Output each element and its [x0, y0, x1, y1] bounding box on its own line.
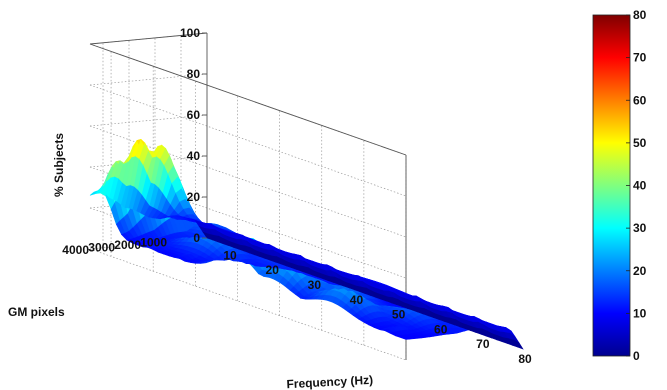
x-tick-label: 10	[223, 248, 237, 262]
z-tick-label: 40	[187, 149, 201, 163]
axes: 0 20 40 60 80 100 10 20 30 40 50 60 70 80 100020003000…	[62, 26, 532, 366]
colorbar-tick-label: 50	[633, 136, 647, 150]
colorbar-tick-label: 80	[633, 8, 647, 22]
colorbar-gradient	[592, 14, 631, 357]
z-tick-label: 0	[193, 231, 200, 245]
x-tick-label: 40	[350, 293, 364, 307]
x-tick-label: 60	[434, 322, 448, 336]
z-tick-label: 60	[187, 108, 201, 122]
colorbar-tick-label: 30	[633, 221, 647, 235]
frame-line	[89, 43, 407, 156]
colorbar-tick-label: 10	[633, 306, 647, 320]
x-tick-label: 70	[476, 337, 490, 351]
colorbar: 0 10 20 30 40 50 60 70 80	[592, 8, 647, 363]
z-tick-label: 100	[180, 26, 200, 40]
surface	[89, 138, 524, 350]
z-axis-label: % Subjects	[52, 133, 66, 197]
frame-line	[89, 32, 208, 45]
y-axis-label: GM pixels	[8, 305, 65, 319]
colorbar-tick-label: 20	[633, 264, 647, 278]
y-tick-label: 3000	[88, 240, 115, 254]
x-axis-label: Frequency (Hz)	[286, 373, 373, 390]
surface-patch	[513, 339, 524, 350]
x-tick-label: 30	[308, 278, 322, 292]
x-tick-label: 20	[266, 263, 280, 277]
z-tick-label: 80	[187, 67, 201, 81]
colorbar-tick-label: 0	[633, 349, 640, 363]
z-tick-label: 20	[187, 190, 201, 204]
x-tick-label: 50	[392, 308, 406, 322]
x-tick-label: 80	[518, 352, 532, 366]
y-tick-label: 1000	[140, 235, 167, 249]
colorbar-tick-label: 60	[633, 93, 647, 107]
grid-lines	[89, 32, 407, 361]
colorbar-tick-label: 40	[633, 179, 647, 193]
y-tick-label: 4000	[62, 243, 89, 257]
colorbar-tick-label: 70	[633, 51, 647, 65]
y-tick-label: 2000	[114, 238, 141, 252]
